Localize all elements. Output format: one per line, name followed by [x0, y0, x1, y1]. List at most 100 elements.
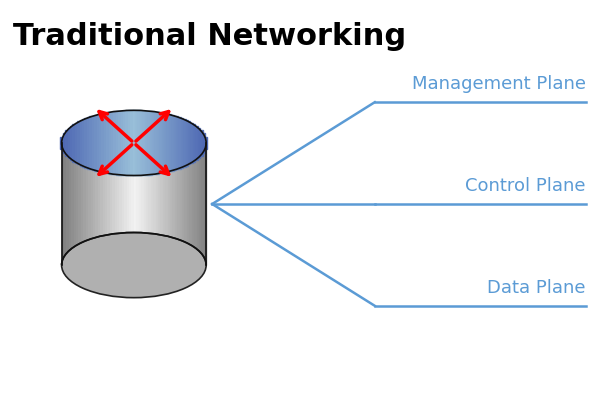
Polygon shape	[104, 114, 108, 173]
Polygon shape	[197, 144, 199, 265]
Polygon shape	[141, 144, 143, 265]
Polygon shape	[148, 144, 151, 265]
Polygon shape	[70, 126, 75, 161]
Polygon shape	[172, 144, 175, 265]
Polygon shape	[174, 117, 178, 170]
Polygon shape	[181, 120, 186, 167]
Text: Management Plane: Management Plane	[411, 75, 586, 93]
Polygon shape	[71, 144, 74, 265]
Polygon shape	[193, 126, 198, 161]
Polygon shape	[88, 144, 91, 265]
Ellipse shape	[62, 233, 206, 298]
Polygon shape	[112, 144, 114, 265]
Polygon shape	[122, 144, 124, 265]
Polygon shape	[185, 144, 187, 265]
Polygon shape	[166, 115, 171, 172]
Polygon shape	[90, 117, 94, 170]
Polygon shape	[77, 122, 82, 165]
Polygon shape	[64, 144, 67, 265]
Polygon shape	[189, 144, 192, 265]
Polygon shape	[98, 144, 100, 265]
Polygon shape	[82, 120, 87, 167]
Polygon shape	[177, 144, 180, 265]
Polygon shape	[60, 138, 65, 149]
Polygon shape	[147, 112, 152, 175]
Polygon shape	[125, 111, 130, 176]
Polygon shape	[106, 113, 111, 174]
Polygon shape	[195, 128, 200, 159]
Polygon shape	[183, 121, 188, 166]
Polygon shape	[85, 119, 90, 168]
Polygon shape	[123, 111, 128, 176]
Polygon shape	[76, 144, 79, 265]
Polygon shape	[176, 118, 181, 169]
Polygon shape	[97, 115, 102, 172]
Polygon shape	[163, 144, 165, 265]
Polygon shape	[68, 128, 73, 159]
Polygon shape	[134, 144, 136, 265]
Polygon shape	[135, 111, 140, 176]
Polygon shape	[170, 144, 172, 265]
Text: Control Plane: Control Plane	[465, 176, 586, 194]
Polygon shape	[130, 111, 135, 176]
Polygon shape	[108, 113, 113, 174]
Polygon shape	[86, 144, 88, 265]
Polygon shape	[145, 112, 149, 175]
Polygon shape	[149, 112, 154, 175]
Polygon shape	[154, 113, 159, 174]
Polygon shape	[186, 122, 191, 165]
Ellipse shape	[62, 111, 206, 176]
Polygon shape	[194, 144, 197, 265]
Polygon shape	[65, 130, 70, 157]
Polygon shape	[103, 144, 105, 265]
Polygon shape	[91, 144, 93, 265]
Polygon shape	[169, 116, 174, 171]
Polygon shape	[139, 144, 141, 265]
Polygon shape	[107, 144, 110, 265]
Polygon shape	[143, 144, 146, 265]
Polygon shape	[171, 117, 176, 171]
Polygon shape	[168, 144, 170, 265]
Polygon shape	[75, 124, 80, 164]
Polygon shape	[79, 144, 81, 265]
Polygon shape	[126, 144, 129, 265]
Polygon shape	[157, 113, 162, 174]
Polygon shape	[192, 144, 194, 265]
Polygon shape	[69, 144, 71, 265]
Polygon shape	[128, 111, 132, 176]
Polygon shape	[146, 144, 148, 265]
Polygon shape	[164, 115, 169, 173]
Polygon shape	[191, 125, 195, 162]
Polygon shape	[159, 114, 164, 173]
Polygon shape	[99, 115, 104, 173]
Polygon shape	[111, 112, 116, 175]
Polygon shape	[187, 144, 189, 265]
Polygon shape	[80, 121, 85, 166]
Polygon shape	[155, 144, 158, 265]
Polygon shape	[94, 116, 99, 171]
Polygon shape	[114, 144, 117, 265]
Polygon shape	[110, 144, 112, 265]
Polygon shape	[200, 133, 205, 154]
Polygon shape	[182, 144, 185, 265]
Polygon shape	[118, 112, 123, 175]
Polygon shape	[140, 111, 145, 176]
Polygon shape	[83, 144, 86, 265]
Polygon shape	[62, 144, 64, 265]
Polygon shape	[178, 119, 183, 168]
Polygon shape	[136, 144, 139, 265]
Polygon shape	[67, 144, 69, 265]
Polygon shape	[165, 144, 168, 265]
Polygon shape	[105, 144, 107, 265]
Polygon shape	[117, 144, 119, 265]
Polygon shape	[158, 144, 160, 265]
Polygon shape	[160, 144, 163, 265]
Polygon shape	[162, 114, 166, 173]
Text: Traditional Networking: Traditional Networking	[13, 22, 407, 51]
Polygon shape	[131, 144, 134, 265]
Polygon shape	[137, 111, 142, 176]
Polygon shape	[152, 112, 157, 175]
Polygon shape	[175, 144, 177, 265]
Polygon shape	[93, 144, 96, 265]
Polygon shape	[153, 144, 155, 265]
